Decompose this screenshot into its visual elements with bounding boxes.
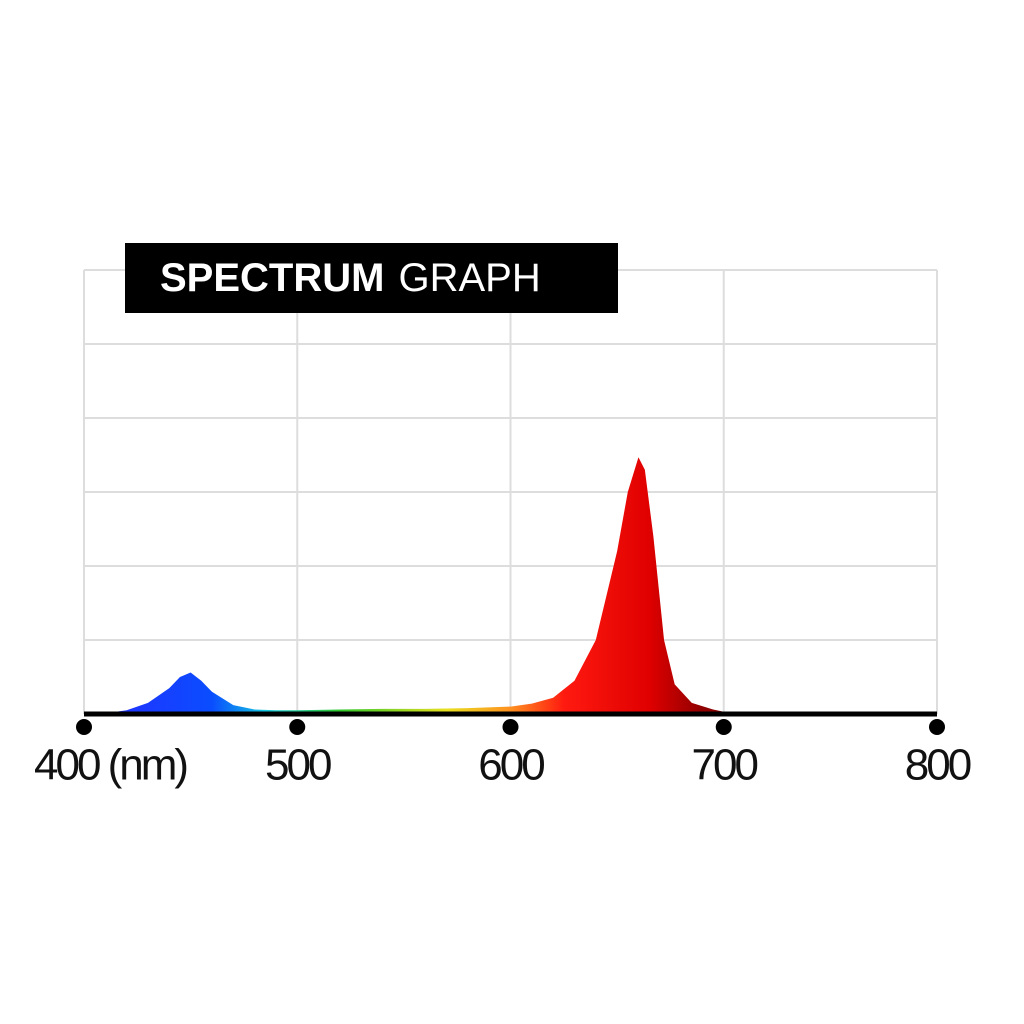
x-tick-label: 700: [692, 741, 758, 790]
x-tick-dot: [715, 719, 732, 735]
plot: 400 (nm) 500 600 700 800: [34, 457, 974, 790]
x-tick-label: 600: [478, 741, 544, 790]
title-light: GRAPH: [398, 256, 540, 300]
x-tick-dot: [929, 719, 945, 735]
x-tick-label: 400 (nm): [34, 741, 186, 790]
x-tick-dot: [502, 719, 519, 735]
x-tick-label: 800: [905, 741, 971, 790]
spectrum-area: [84, 457, 937, 714]
x-tick-dot: [289, 719, 306, 735]
x-tick-label: 500: [265, 741, 331, 790]
title-bold: SPECTRUM: [160, 256, 384, 300]
x-tick-dot: [76, 719, 92, 735]
title-box: [125, 243, 618, 313]
grid: [83, 269, 938, 715]
chart-title: SPECTRUM GRAPH: [160, 256, 541, 300]
